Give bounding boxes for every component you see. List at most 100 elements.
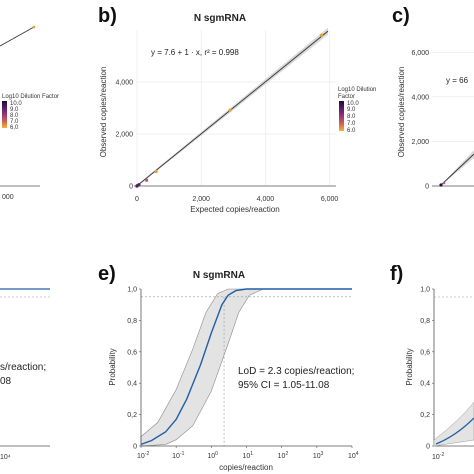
panel-c: c) 0 2,000 4,000 6,000 Observed copies/reac…: [392, 5, 474, 191]
panel-e-x-tick-exponent: 0: [215, 451, 218, 457]
panel-b-legend-tick: 8.0: [347, 114, 356, 120]
panel-b-y-tick-label: 2,000: [115, 132, 133, 139]
panel-b-legend-title-line1: Log10 Dilution: [338, 87, 376, 93]
panel-f-y-tick-label: 0,2: [420, 412, 430, 419]
panel-e-x-tick-base: 10: [278, 453, 286, 460]
panel-d-x-tick-fragment: 10⁴: [0, 454, 11, 461]
panel-c-point: [442, 181, 446, 185]
panel-c-y-tick-label: 0: [425, 184, 429, 191]
panel-c-y-ticks: 0 2,000 4,000 6,000: [411, 50, 429, 191]
panel-e-label: e): [98, 263, 116, 285]
panel-a-legend-title: Log10 Dilution Factor: [2, 94, 59, 100]
panel-e-x-tick-exponent: -2: [145, 451, 150, 457]
panel-e-y-ticks: 0 0,2 0,4 0,6 0,8 1,0: [127, 287, 141, 451]
panel-b-x-ticks: 0 2,000 4,000 6,000: [135, 196, 338, 203]
panel-a-legend-tick: 9.0: [10, 107, 19, 113]
panel-e-y-tick-label: 0: [133, 444, 137, 451]
panel-d-ci-fragment: 08: [0, 376, 12, 387]
panel-e-x-tick-base: 10: [313, 453, 321, 460]
panel-b-legend-colorbar: [339, 101, 344, 131]
panel-b-data-point: [319, 33, 324, 37]
panel-e-x-tick-base: 10: [172, 453, 180, 460]
panel-b-label: b): [98, 5, 117, 27]
panel-d: s/reaction; 08 10⁴: [0, 288, 50, 461]
panel-e-x-ticks: 10-2 10-1 100 101 102 103 104: [137, 446, 359, 460]
panel-e-x-tick-exponent: 4: [356, 451, 359, 457]
panel-e-y-label: Probability: [108, 348, 117, 385]
panel-a-legend-colorbar: [2, 101, 7, 128]
panel-f-label: f): [390, 263, 403, 285]
panel-e-x-tick-base: 10: [207, 453, 215, 460]
panel-e-y-tick-label: 0,6: [127, 349, 137, 356]
panel-e-y-tick-label: 0,8: [127, 318, 137, 325]
panel-e-x-tick-base: 10: [243, 453, 251, 460]
panel-f-x-tick-exponent: -2: [440, 452, 445, 458]
panel-f: f) 0 0,2 0,4 0,6 0,8 1,0 Probability 10-2: [390, 263, 474, 461]
panel-b-data-point: [228, 108, 232, 112]
panel-e-ci-text: 95% CI = 1.05-11.08: [238, 380, 330, 391]
panel-e-curve: [140, 288, 352, 446]
panel-f-y-label: Probability: [405, 348, 414, 385]
panel-a: 000 Log10 Dilution Factor 10.0 9.0 8.0 7…: [0, 25, 59, 201]
panel-e-x-tick-label: 104: [348, 451, 359, 460]
panel-a-x-tick-fragment: 000: [2, 194, 14, 201]
panel-f-curve: [435, 417, 474, 445]
panel-a-legend-tick: 10.0: [10, 101, 22, 107]
panel-b-y-tick-label: 4,000: [115, 80, 133, 87]
panel-f-x-tick-base: 10: [432, 454, 440, 461]
panel-b-x-tick-label: 2,000: [192, 196, 210, 203]
panel-c-label: c): [392, 5, 410, 27]
panel-b-legend-title-line2: Factor: [338, 94, 355, 100]
panel-a-legend-tick: 6.0: [10, 125, 19, 131]
panel-b-x-tick-label: 4,000: [257, 196, 275, 203]
panel-f-y-tick-label: 0: [426, 444, 430, 451]
panel-f-x-tick: 10-2: [432, 452, 444, 461]
panel-e-x-tick-label: 101: [243, 451, 254, 460]
panel-c-grid: [432, 51, 474, 187]
panel-e-reference-lines: [141, 296, 352, 446]
panel-c-equation-fragment: y = 66: [446, 76, 469, 85]
panel-b-legend-tick: 6.0: [347, 128, 356, 134]
panel-b-data-point: [145, 178, 149, 182]
panel-b-y-tick-label: 0: [129, 184, 133, 191]
panel-f-y-tick-label: 0,6: [420, 349, 430, 356]
panel-b-y-ticks: 0 2,000 4,000: [115, 80, 133, 191]
panel-e-x-tick-exponent: 3: [321, 451, 324, 457]
panel-c-y-tick-label: 4,000: [411, 94, 429, 101]
panel-b-x-tick-label: 6,000: [321, 196, 339, 203]
panel-e-x-tick-label: 10-1: [172, 451, 184, 460]
panel-e-y-tick-label: 0,2: [127, 412, 137, 419]
panel-e-x-label: copies/reaction: [219, 463, 273, 472]
panel-f-y-tick-label: 0,4: [420, 381, 430, 388]
panel-e-x-tick-label: 103: [313, 451, 324, 460]
panel-e-x-tick-label: 100: [207, 451, 218, 460]
panel-e-curve-path: [140, 288, 352, 446]
panel-e-confidence-band: [140, 288, 352, 447]
panel-b-y-label: Observed copies/reaction: [99, 67, 108, 158]
panel-b-points: [135, 33, 324, 188]
panel-b-data-point: [154, 169, 158, 174]
panel-b-equation: y = 7.6 + 1 · x, r² = 0.998: [151, 48, 239, 57]
panel-b-x-label: Expected copies/reaction: [190, 205, 279, 214]
panel-b-fit-line: [136, 30, 329, 187]
panel-b-legend-tick: 7.0: [347, 121, 356, 127]
panel-f-y-ticks: 0 0,2 0,4 0,6 0,8 1,0: [420, 287, 434, 451]
panel-b-fit-segment: [136, 30, 329, 187]
panel-e-title: N sgmRNA: [193, 270, 245, 281]
panel-e-x-tick-exponent: -1: [180, 451, 185, 457]
panel-c-y-tick-label: 2,000: [411, 139, 429, 146]
panel-b: b) N sgmRNA 0 2,000 4,000 6,000 0 2,000 4,000…: [98, 5, 376, 214]
panel-e: e) N sgmRNA 10-2 10-1 100 101 102 103 104 00,2…: [98, 263, 359, 472]
panel-e-x-tick-exponent: 1: [250, 451, 253, 457]
panel-c-y-label: Observed copies/reaction: [397, 67, 406, 158]
panel-c-fit-band: [440, 150, 474, 186]
panel-c-fit-line: [439, 153, 474, 187]
panel-e-lod-text: LoD = 2.3 copies/reaction;: [238, 366, 354, 377]
panel-e-x-tick-base: 10: [137, 453, 145, 460]
panel-e-band-area: [140, 288, 352, 447]
panel-e-x-tick-base: 10: [348, 453, 356, 460]
panel-e-x-tick-label: 10-2: [137, 451, 149, 460]
panel-e-x-tick-exponent: 2: [285, 451, 288, 457]
panel-e-x-tick-label: 102: [278, 451, 289, 460]
